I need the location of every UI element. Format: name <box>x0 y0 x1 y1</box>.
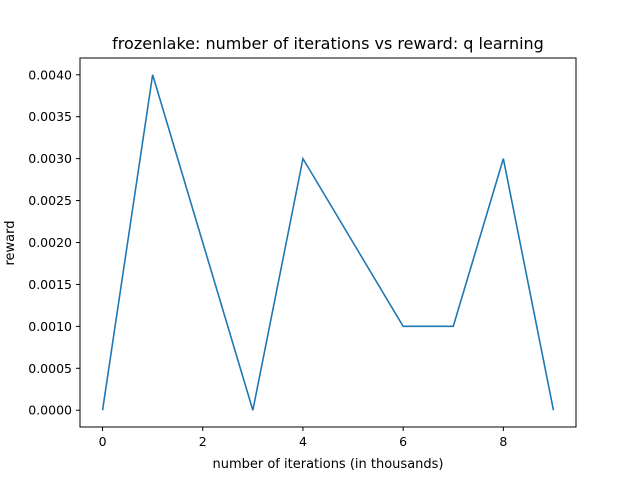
y-tick-label: 0.0005 <box>28 361 72 376</box>
x-axis-label: number of iterations (in thousands) <box>212 457 443 472</box>
x-tick-label: 4 <box>299 434 307 449</box>
chart-title: frozenlake: number of iterations vs rewa… <box>112 34 544 53</box>
y-tick-label: 0.0040 <box>28 67 72 82</box>
plot-area <box>79 57 577 428</box>
series-layer <box>101 74 555 411</box>
x-axis: 0 2 4 6 8 <box>99 427 507 449</box>
y-tick-label: 0.0030 <box>28 151 72 166</box>
y-tick-label: 0.0035 <box>28 109 72 124</box>
x-tick-label: 0 <box>99 434 107 449</box>
x-tick-label: 8 <box>499 434 507 449</box>
x-tick-label: 6 <box>399 434 407 449</box>
y-tick-label: 0.0020 <box>28 235 72 250</box>
x-tick-label: 2 <box>199 434 207 449</box>
y-axis: 0.0000 0.0005 0.0010 0.0015 0.0020 0.0025 0.00… <box>28 67 80 418</box>
y-tick-label: 0.0025 <box>28 193 72 208</box>
series-line <box>101 74 555 411</box>
y-axis-label: reward <box>3 220 18 265</box>
y-tick-label: 0.0015 <box>28 277 72 292</box>
y-tick-label: 0.0010 <box>28 319 72 334</box>
y-tick-label: 0.0000 <box>28 403 72 418</box>
